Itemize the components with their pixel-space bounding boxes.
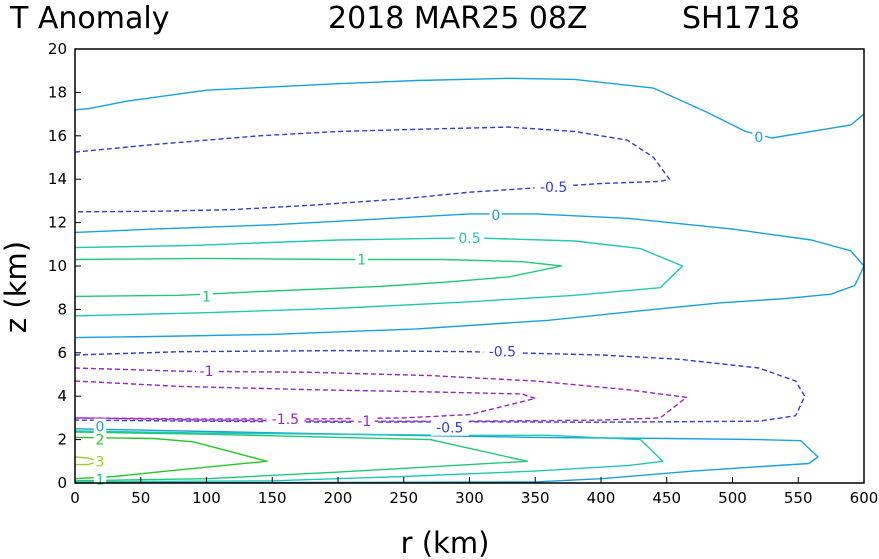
x-tick-label-3: 150 bbox=[258, 489, 287, 507]
contour-label-bg-6 bbox=[483, 343, 522, 360]
contour-label-13: 3 bbox=[96, 454, 105, 470]
contour-line-9 bbox=[74, 430, 664, 483]
contour-label-9: -1 bbox=[357, 414, 371, 430]
contour-label-10: -0.5 bbox=[436, 421, 463, 437]
y-tick-label-2: 4 bbox=[57, 387, 67, 405]
x-tick-label-9: 450 bbox=[652, 489, 681, 507]
contour-label-bg-11 bbox=[93, 418, 107, 435]
x-tick-label-10: 500 bbox=[718, 489, 747, 507]
contour-label-8: -1.5 bbox=[272, 412, 299, 428]
x-axis-label: r (km) bbox=[401, 526, 490, 559]
y-tick-label-7: 14 bbox=[48, 170, 67, 188]
contour-label-7: -1 bbox=[200, 364, 214, 380]
x-tick-label-8: 400 bbox=[587, 489, 616, 507]
contour-line-8 bbox=[74, 428, 819, 484]
contour-label-bg-1 bbox=[534, 178, 573, 195]
chart-title-storm: SH1718 bbox=[682, 1, 800, 36]
y-tick-label-4: 8 bbox=[57, 300, 67, 318]
contour-label-bg-12 bbox=[93, 431, 107, 448]
x-tick-label-0: 0 bbox=[70, 489, 80, 507]
contour-label-14: 1 bbox=[96, 473, 105, 489]
contour-label-1: -0.5 bbox=[540, 180, 567, 196]
x-tick-label-2: 100 bbox=[192, 489, 221, 507]
contour-label-11: 0 bbox=[96, 420, 105, 436]
contour-label-bg-8 bbox=[266, 410, 305, 427]
contour-label-bg-7 bbox=[196, 363, 217, 380]
y-tick-label-8: 16 bbox=[48, 127, 67, 145]
x-tick-label-5: 250 bbox=[389, 489, 418, 507]
contour-label-5: 1 bbox=[202, 289, 211, 305]
y-tick-label-10: 20 bbox=[48, 40, 67, 58]
contour-label-bg-4 bbox=[355, 251, 368, 268]
x-tick-label-1: 50 bbox=[131, 489, 150, 507]
contour-line-6 bbox=[74, 367, 688, 422]
contour-label-3: 0.5 bbox=[458, 231, 480, 247]
y-tick-label-3: 6 bbox=[57, 344, 67, 362]
x-axis-ticks: 0 50 100 150 200 250 300 350 400 450 500 550 600 bbox=[70, 477, 878, 507]
contour-line-11 bbox=[74, 436, 268, 480]
x-tick-label-7: 350 bbox=[521, 489, 550, 507]
contour-label-bg-0 bbox=[752, 128, 766, 145]
chart-title-variable: T Anomaly bbox=[9, 1, 169, 36]
contour-label-2: 0 bbox=[491, 208, 500, 224]
contour-label-12: 2 bbox=[96, 433, 105, 449]
contour-line-5 bbox=[74, 349, 806, 423]
contour-label-bg-9 bbox=[353, 413, 375, 430]
contour-label-bg-10 bbox=[430, 419, 469, 436]
y-axis-ticks: 0 2 4 6 8 10 12 14 16 18 20 bbox=[48, 40, 81, 492]
contour-label-bg-13 bbox=[93, 453, 107, 470]
contour-label-6: -0.5 bbox=[489, 345, 516, 361]
x-tick-label-4: 200 bbox=[324, 489, 353, 507]
contour-label-bg-5 bbox=[200, 288, 213, 305]
chart-title-date: 2018 MAR25 08Z bbox=[328, 1, 588, 36]
contour-line-1 bbox=[74, 126, 671, 213]
contour-line-4 bbox=[74, 257, 563, 298]
y-tick-label-6: 12 bbox=[48, 214, 67, 232]
contour-line-10 bbox=[74, 431, 529, 482]
contour-label-bg-2 bbox=[489, 207, 503, 224]
y-axis-label: z (km) bbox=[0, 241, 33, 333]
x-tick-label-11: 550 bbox=[784, 489, 813, 507]
contour-label-0: 0 bbox=[754, 130, 763, 146]
contour-label-4: 1 bbox=[357, 252, 366, 268]
y-tick-label-0: 0 bbox=[57, 474, 67, 492]
y-tick-label-1: 2 bbox=[57, 431, 67, 449]
y-tick-label-9: 18 bbox=[48, 83, 67, 101]
y-tick-label-5: 10 bbox=[48, 257, 67, 275]
contour-line-0 bbox=[74, 77, 865, 139]
contour-line-3 bbox=[74, 237, 684, 317]
contour-label-bg-3 bbox=[454, 229, 485, 246]
x-tick-label-12: 600 bbox=[850, 489, 879, 507]
x-tick-label-6: 300 bbox=[455, 489, 484, 507]
